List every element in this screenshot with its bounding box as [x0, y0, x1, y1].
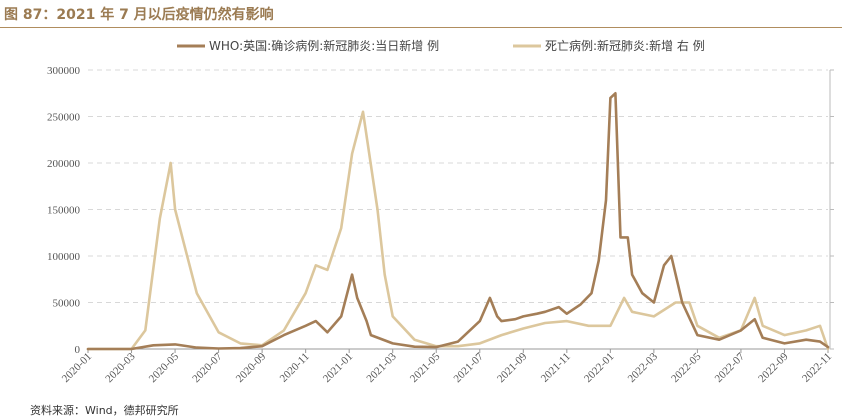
x-tick-label: 2020-07 — [190, 350, 225, 385]
series-line-deaths — [86, 110, 830, 351]
series-lines — [86, 92, 830, 351]
x-tick-label: 2021-05 — [408, 350, 443, 385]
x-tick-label: 2021-09 — [495, 350, 530, 385]
x-tick-label: 2022-03 — [626, 350, 661, 385]
series-line-cases — [86, 92, 830, 351]
x-tick-label: 2020-09 — [234, 350, 269, 385]
x-tick-label: 2021-03 — [364, 350, 399, 385]
y-tick-label: 100000 — [47, 251, 81, 263]
x-tick-label: 2021-11 — [539, 351, 573, 385]
title-divider — [0, 27, 842, 28]
x-tick-labels: 2020-01 2020-03 2020-05 2020-07 2020-09 2020-… — [60, 350, 834, 385]
x-tick-label: 2020-03 — [103, 350, 138, 385]
x-tick-label: 2020-11 — [278, 351, 312, 385]
figure-title: 图 87：2021 年 7 月以后疫情仍然有影响 — [4, 7, 274, 23]
y-tick-labels: 0 50000 100000 150000 200000 250000 300000 — [47, 65, 81, 356]
y-tick-label: 300000 — [47, 65, 81, 77]
y-tick-label: 0 — [75, 344, 81, 356]
legend-item-cases-label: WHO:英国:确诊病例:新冠肺炎:当日新增 例 — [209, 38, 439, 53]
legend-item-deaths-label: 死亡病例:新冠肺炎:新增 右 例 — [545, 38, 705, 53]
x-tick-label: 2022-09 — [756, 350, 791, 385]
x-tick-label: 2022-11 — [800, 351, 834, 385]
x-tick-label: 2021-01 — [321, 351, 355, 385]
x-tick-label: 2020-05 — [147, 350, 182, 385]
y-tick-label: 50000 — [53, 298, 81, 310]
x-tick-label: 2021-07 — [451, 350, 486, 385]
legend: WHO:英国:确诊病例:新冠肺炎:当日新增 例 死亡病例:新冠肺炎:新增 右 例 — [177, 38, 705, 53]
x-tick-label: 2022-07 — [713, 350, 748, 385]
y-tick-label: 150000 — [47, 205, 81, 217]
x-tick-label: 2022-05 — [669, 350, 704, 385]
axes — [87, 69, 834, 353]
line-chart: 0 50000 100000 150000 200000 250000 300000 202… — [47, 38, 834, 385]
x-tick-label: 2022-01 — [582, 351, 616, 385]
gridlines — [88, 69, 828, 303]
y-tick-label: 250000 — [47, 112, 81, 124]
source-note: 资料来源：Wind，德邦研究所 — [30, 404, 179, 417]
y-tick-label: 200000 — [47, 158, 81, 170]
